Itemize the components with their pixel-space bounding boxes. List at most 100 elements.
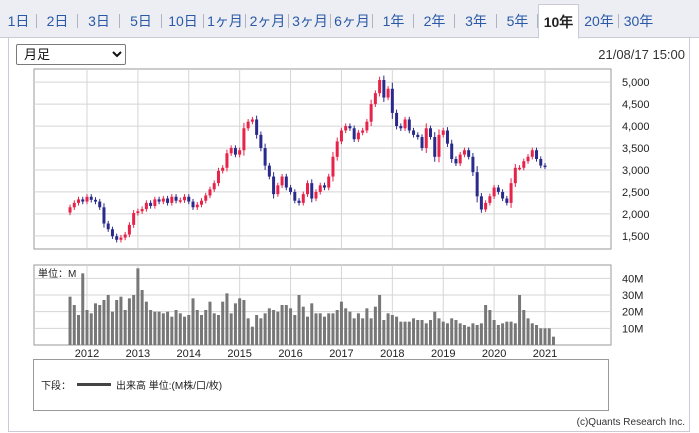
candle (102, 203, 106, 228)
volume-bar (119, 296, 123, 345)
candle (539, 156, 543, 169)
volume-bar (93, 303, 97, 345)
tab-2日[interactable]: 2日 (37, 4, 78, 38)
candle (276, 182, 280, 197)
candle-body (501, 191, 505, 199)
tab-1日[interactable]: 1日 (0, 4, 37, 38)
candle-body (276, 185, 280, 195)
candle (356, 130, 360, 142)
candle-body (89, 196, 93, 200)
period-tabs: 1日 2日 3日 5日 10日 1ヶ月 2ヶ月 3ヶ月 6ヶ月 1年 2年 3年 5年 10年 20年 30年 (0, 4, 658, 39)
candle-body (318, 185, 322, 192)
candle-body (216, 170, 220, 184)
volume-bar (140, 290, 144, 345)
volume-bar (318, 313, 322, 345)
tab-3ヶ月[interactable]: 3ヶ月 (289, 4, 331, 38)
volume-bar (522, 310, 526, 345)
volume-bar (68, 296, 72, 345)
candle-body (191, 201, 195, 208)
x-tick-label: 2021 (533, 348, 557, 360)
price-timestamp: 21/08/17 15:00 (598, 47, 685, 62)
volume-bar (365, 308, 369, 345)
candle-body (187, 196, 191, 202)
candle (267, 162, 271, 180)
candle (484, 200, 488, 213)
volume-bar (293, 315, 297, 345)
volume-bar (191, 298, 195, 345)
candle (246, 119, 250, 131)
candle (289, 184, 293, 195)
candle-body (530, 150, 534, 157)
candle (535, 147, 539, 162)
price-gridlines (34, 69, 611, 249)
candle-body (335, 141, 339, 157)
volume-y-tick-label: 40M (622, 273, 643, 285)
candle-body (136, 211, 140, 213)
volume-bar (501, 323, 505, 345)
tab-1ヶ月[interactable]: 1ヶ月 (204, 4, 246, 38)
candle (178, 197, 182, 204)
candle (420, 134, 424, 151)
x-tick-label: 2018 (380, 348, 404, 360)
candle-body (433, 137, 437, 157)
candle-body (306, 183, 310, 195)
candle-body (166, 198, 170, 203)
candle (399, 123, 403, 131)
tab-10年[interactable]: 10年 (538, 4, 579, 39)
volume-bar (378, 295, 382, 345)
tab-10日[interactable]: 10日 (162, 4, 204, 38)
copyright-text: (c)Quants Research Inc. (576, 417, 685, 428)
tab-20年[interactable]: 20年 (579, 4, 619, 38)
candle-body (132, 213, 136, 225)
candle (153, 196, 157, 209)
price-y-tick-label: 5,000 (622, 77, 650, 89)
candle-body (509, 183, 513, 203)
volume-bar (259, 318, 263, 345)
tab-3年[interactable]: 3年 (455, 4, 497, 38)
candle-body (195, 204, 199, 208)
volume-bar (132, 295, 136, 345)
volume-bar (127, 298, 131, 345)
candle-body (246, 121, 250, 129)
tab-1年[interactable]: 1年 (373, 4, 414, 38)
candle-body (161, 198, 165, 202)
candle (344, 123, 348, 134)
tab-5年[interactable]: 5年 (497, 4, 538, 38)
volume-bar (492, 320, 496, 345)
candle (191, 198, 195, 210)
candle-body (106, 223, 110, 230)
tab-3日[interactable]: 3日 (78, 4, 120, 38)
tab-30年[interactable]: 30年 (623, 13, 654, 29)
volume-bar (289, 308, 293, 345)
candle-body (123, 234, 127, 238)
candle-body (403, 119, 407, 129)
volume-bar (386, 313, 390, 345)
volume-bar (352, 318, 356, 345)
volume-bar (157, 311, 161, 345)
tab-6ヶ月[interactable]: 6ヶ月 (331, 4, 373, 38)
candle-period-select[interactable]: 月足 (16, 44, 126, 65)
candle-body (263, 148, 267, 166)
volume-bar (284, 305, 288, 345)
price-y-axis: 1,500 2,000 2,500 3,000 3,500 4,000 4,500 5,000 (622, 77, 650, 243)
candle-body (390, 88, 394, 113)
volume-bar (339, 301, 343, 345)
x-tick-label: 2014 (177, 348, 201, 360)
price-y-tick-label: 2,500 (622, 187, 650, 199)
candle (208, 186, 212, 199)
candle (382, 75, 386, 102)
candle-body (93, 199, 97, 202)
volume-bar (327, 313, 331, 345)
candle (229, 145, 233, 156)
x-tick-label: 2013 (126, 348, 150, 360)
tab-2ヶ月[interactable]: 2ヶ月 (246, 4, 289, 38)
price-y-tick-label: 3,500 (622, 143, 650, 155)
candle (373, 90, 377, 107)
tab-5日[interactable]: 5日 (120, 4, 162, 38)
candle (170, 194, 174, 206)
candle (280, 173, 284, 188)
volume-bar (475, 325, 479, 345)
candle (475, 166, 479, 203)
tab-2年[interactable]: 2年 (414, 4, 455, 38)
volume-bar (462, 325, 466, 345)
